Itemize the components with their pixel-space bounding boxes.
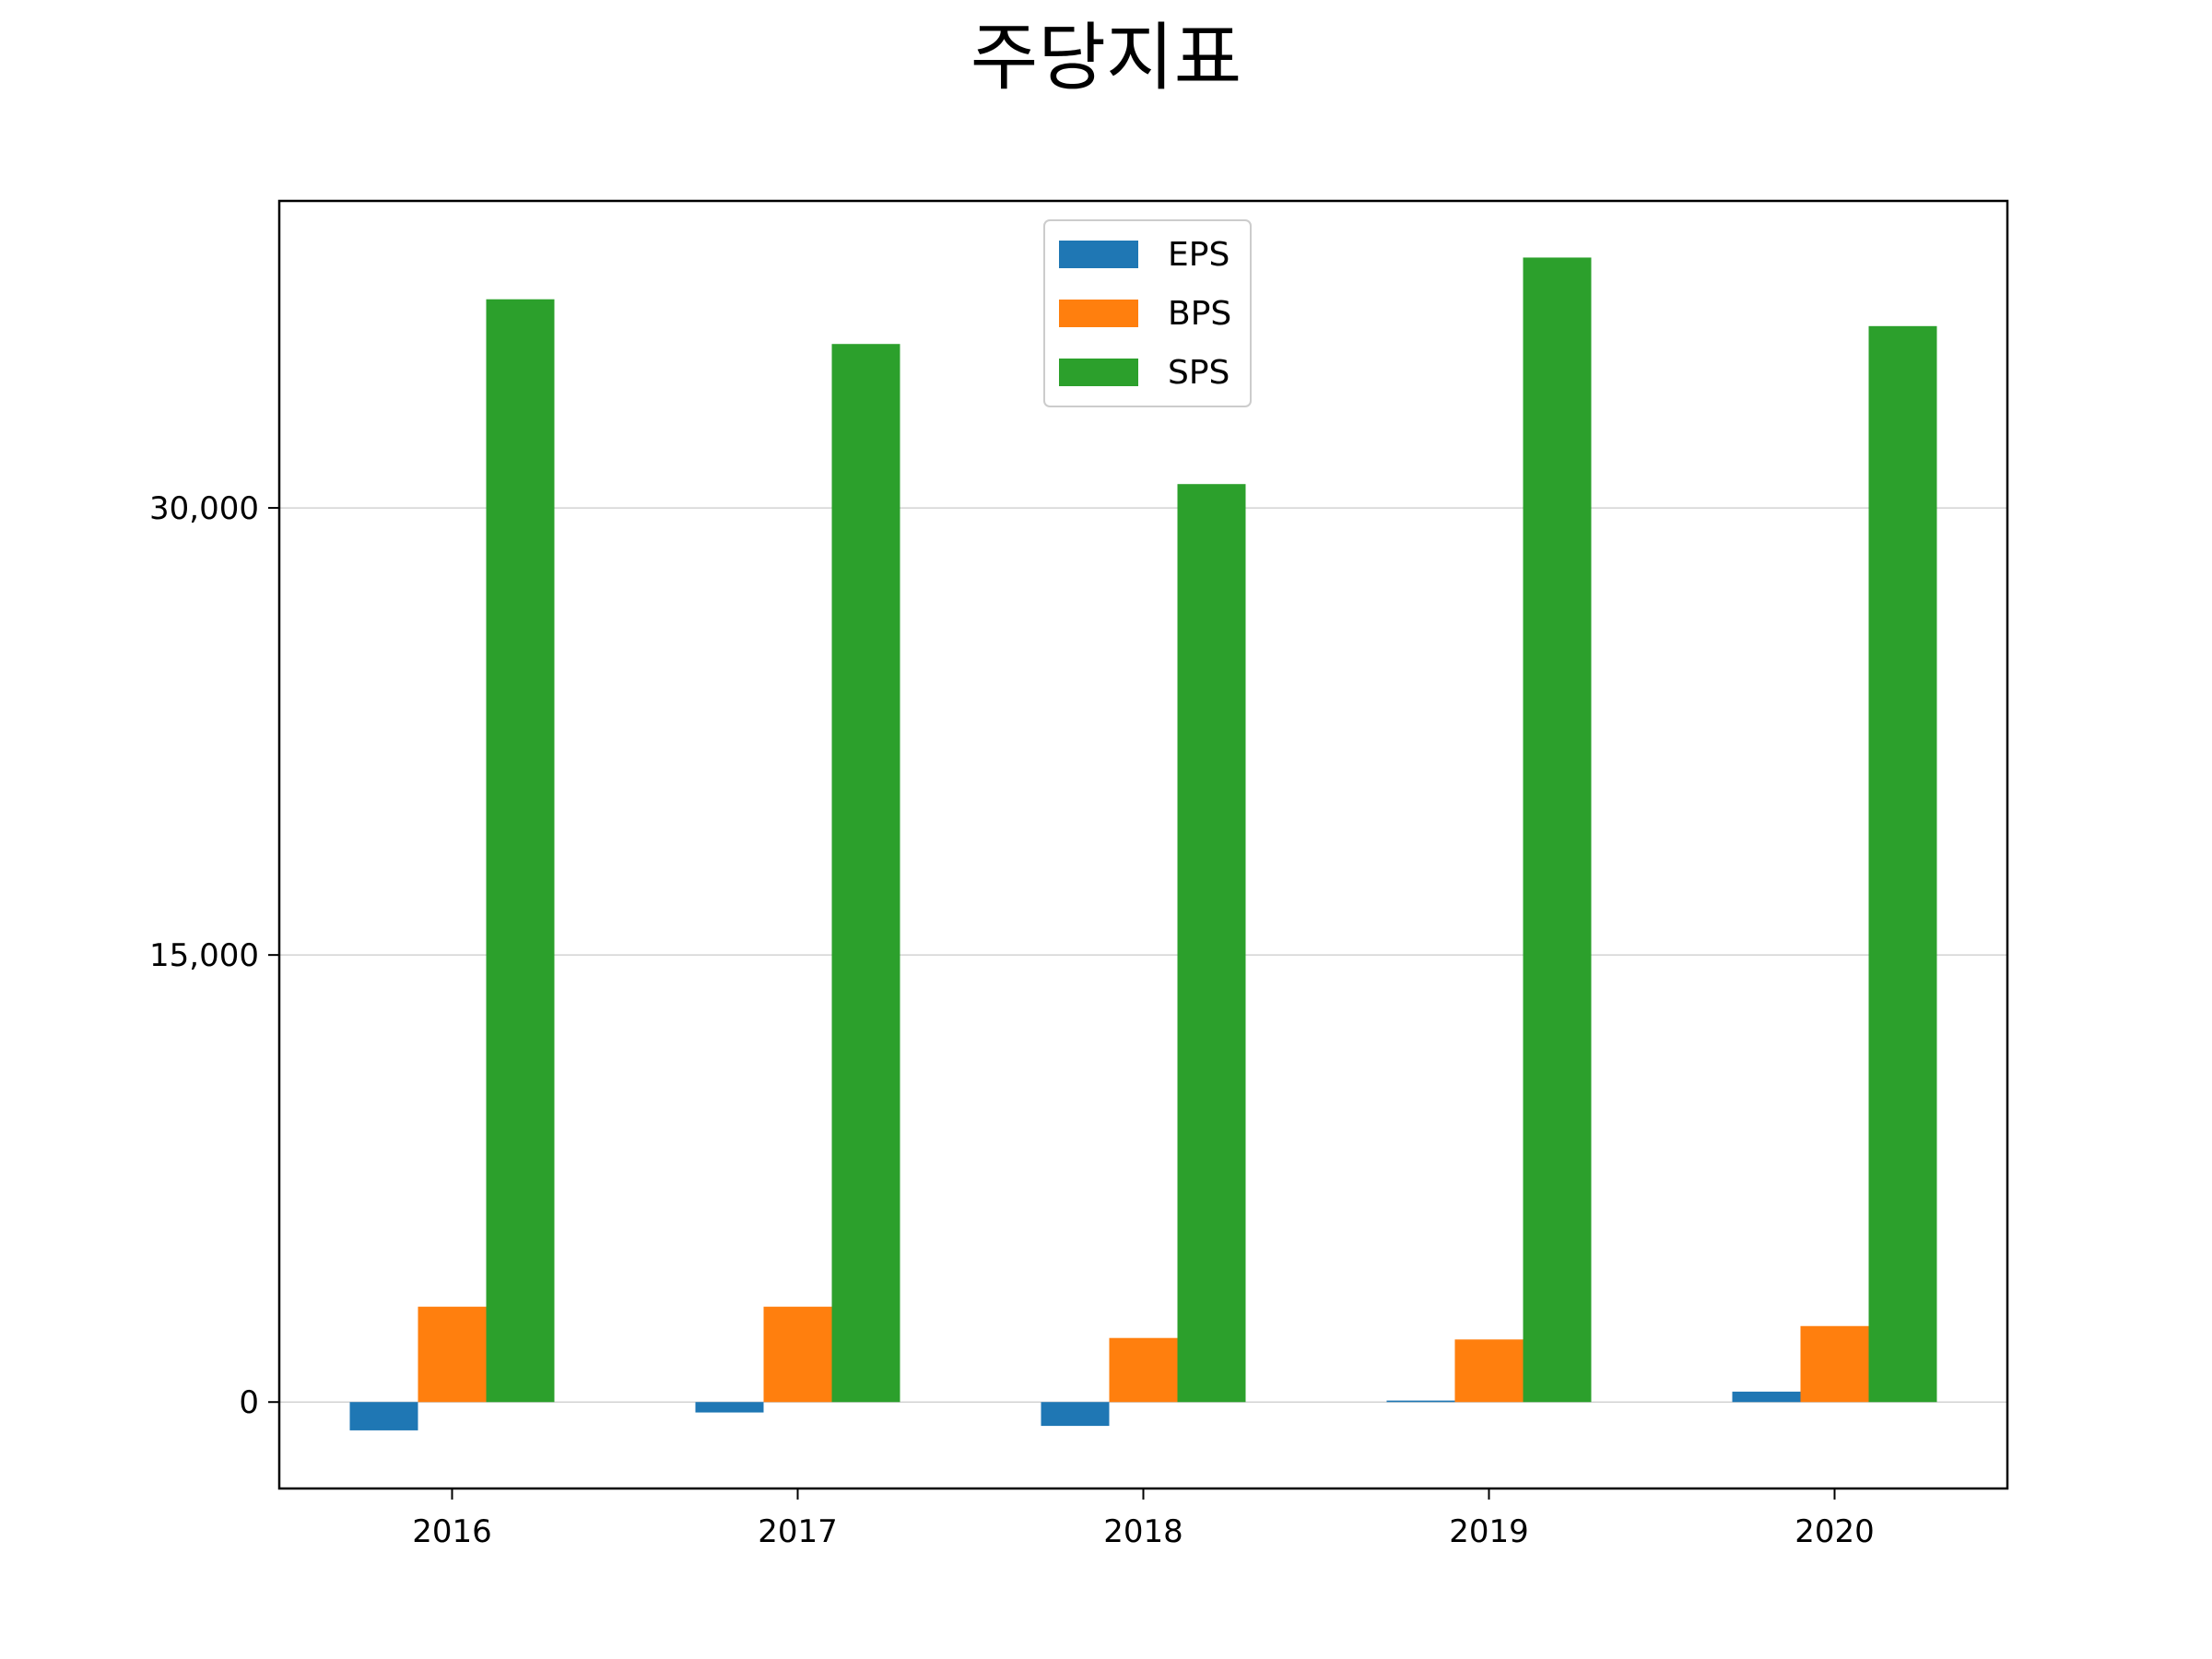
x-tick-label: 2018 <box>1103 1513 1183 1550</box>
legend: EPS BPS SPS <box>1043 219 1252 407</box>
legend-label: EPS <box>1168 236 1230 274</box>
bar-sps <box>1868 325 1937 1403</box>
axes: 0 15,000 30,000 2016 2017 2018 2019 2020 <box>149 490 1875 1550</box>
bar-sps <box>1523 257 1592 1403</box>
bar-bps <box>418 1306 487 1403</box>
x-tick-label: 2016 <box>412 1513 492 1550</box>
plot-frame <box>277 199 2009 1490</box>
bar-sps <box>1177 484 1246 1403</box>
legend-swatch-sps <box>1059 359 1138 386</box>
bar-bps <box>763 1306 832 1403</box>
legend-swatch-bps <box>1059 300 1138 327</box>
legend-swatch-eps <box>1059 241 1138 268</box>
bar-bps <box>1109 1337 1178 1403</box>
legend-label: BPS <box>1168 295 1231 333</box>
bars <box>349 257 1937 1430</box>
bar-bps <box>1454 1339 1524 1403</box>
bar-sps <box>486 299 555 1403</box>
x-tick-label: 2020 <box>1794 1513 1875 1550</box>
bar-eps <box>1041 1402 1110 1427</box>
y-tick-label: 30,000 <box>149 490 259 527</box>
y-tick-label: 15,000 <box>149 937 259 974</box>
x-tick-label: 2017 <box>758 1513 838 1550</box>
chart-title: 주당지표 <box>971 15 1241 100</box>
bar-eps <box>1732 1391 1801 1403</box>
bar-sps <box>831 344 900 1403</box>
bar-eps <box>695 1402 764 1413</box>
bar-bps <box>1800 1325 1869 1403</box>
bar-eps <box>1386 1400 1455 1403</box>
x-tick-label: 2019 <box>1449 1513 1529 1550</box>
legend-label: SPS <box>1168 354 1230 392</box>
bar-eps <box>349 1402 418 1430</box>
y-tick-label: 0 <box>239 1384 259 1421</box>
